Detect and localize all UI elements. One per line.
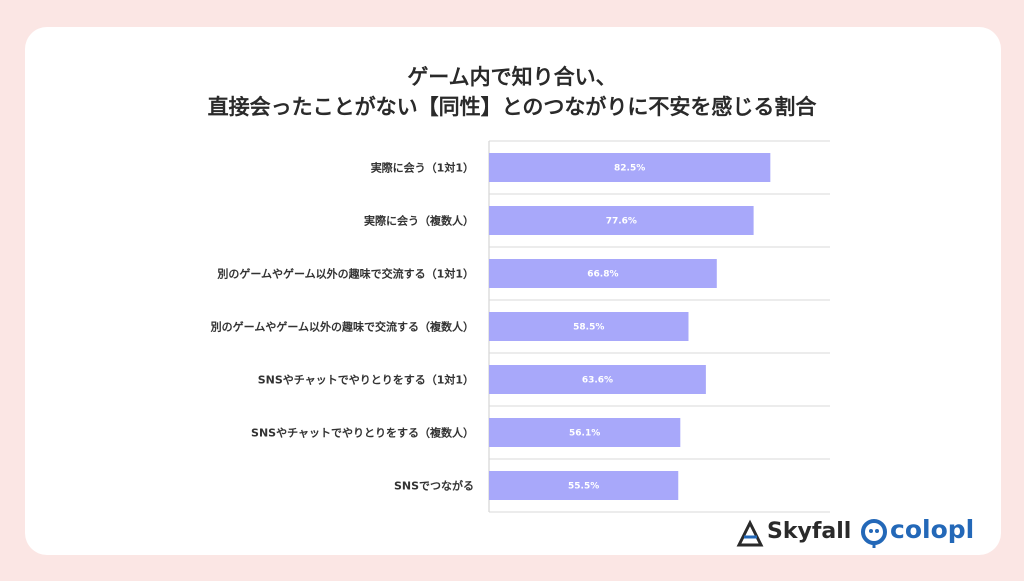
category-label: 別のゲームやゲーム以外の趣味で交流する（1対1） [216,267,474,281]
skyfall-logo: Skyfall [735,517,855,549]
data-label: 56.1% [569,429,600,439]
chart-card [25,27,1001,555]
category-label: 実際に会う（複数人） [364,214,474,228]
category-label: SNSでつながる [394,479,474,493]
category-label: SNSやチャットでやりとりをする（複数人） [251,426,474,440]
colopl-logo: colopl [860,515,980,549]
bar [489,471,679,500]
bars: 82.5% 77.6% 66.8% 58.5% 63.6% 56.1% 55.5% [489,153,771,500]
bar [489,418,681,447]
colopl-logo-icon [861,519,887,548]
skyfall-logo-text: Skyfall [767,519,852,544]
bar [489,365,706,394]
chart-title-line-2: 直接会ったことがない【同性】とのつながりに不安を感じる割合 [207,95,817,119]
data-label: 77.6% [606,217,637,227]
data-label: 66.8% [587,270,618,280]
bar [489,259,717,288]
category-labels: 実際に会う（1対1） 実際に会う（複数人） 別のゲームやゲーム以外の趣味で交流する（… [210,161,474,493]
bar [489,206,754,235]
skyfall-logo-icon [736,519,764,547]
bar [489,153,771,182]
data-label: 55.5% [568,482,599,492]
category-label: 別のゲームやゲーム以外の趣味で交流する（複数人） [210,320,474,334]
category-label: 実際に会う（1対1） [371,161,474,175]
bar [489,312,689,341]
data-label: 58.5% [573,323,604,333]
category-label: SNSやチャットでやりとりをする（1対1） [258,373,474,387]
data-label: 82.5% [614,164,645,174]
chart-title-line-1: ゲーム内で知り合い、 [407,65,617,89]
grid-lines [488,140,830,513]
data-label: 63.6% [582,376,613,386]
colopl-logo-text: colopl [890,515,975,544]
